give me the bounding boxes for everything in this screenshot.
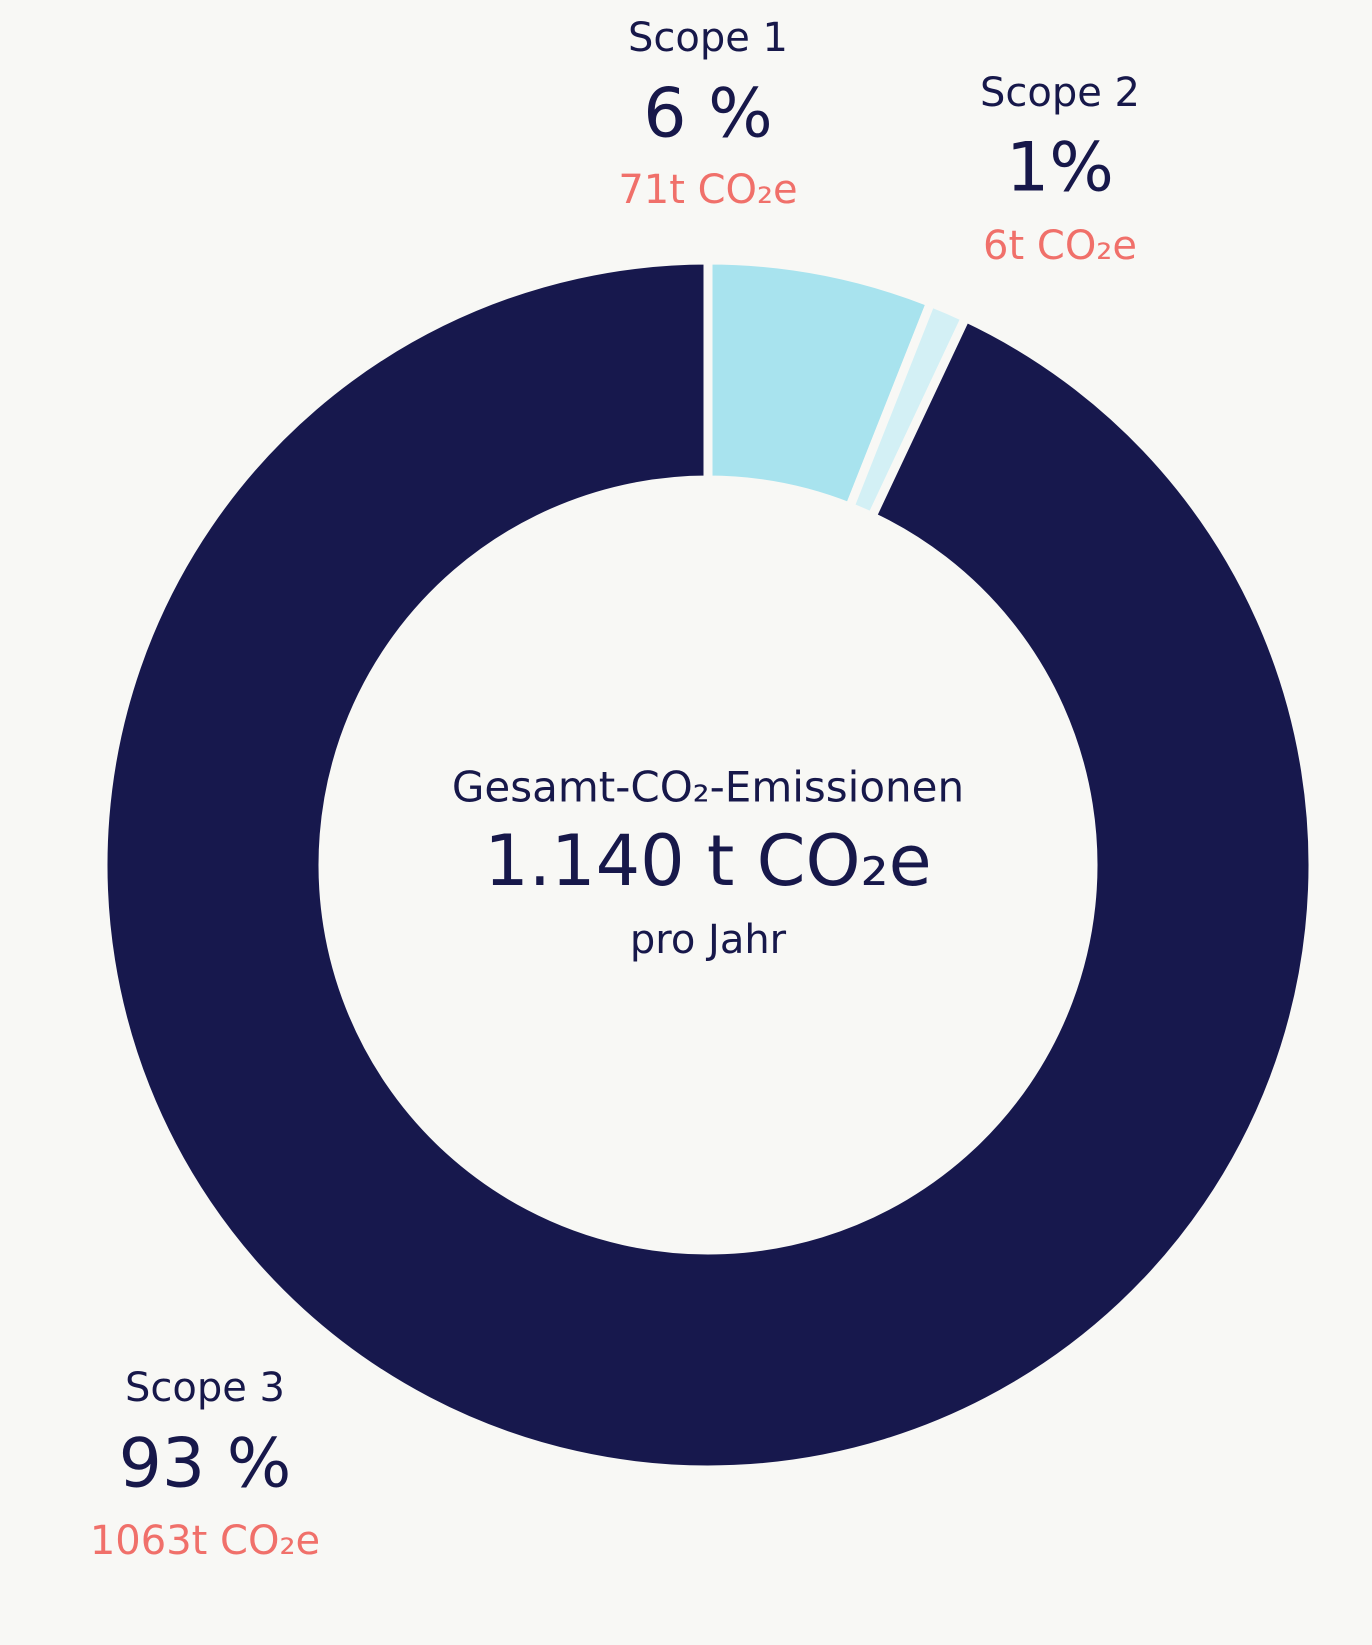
segment-percent: 93 %	[119, 1425, 292, 1504]
segment-name: Scope 2	[980, 70, 1140, 116]
center-value: 1.140 t CO₂e	[484, 820, 931, 902]
segment-emissions: 6t CO₂e	[983, 223, 1137, 269]
center-title: Gesamt-CO₂-Emissionen	[452, 763, 964, 812]
segment-emissions: 1063t CO₂e	[90, 1518, 320, 1564]
segment-name: Scope 1	[628, 15, 788, 61]
segment-percent: 6 %	[643, 75, 773, 154]
segment-percent: 1%	[1006, 129, 1114, 208]
segment-emissions: 71t CO₂e	[618, 167, 797, 213]
donut-segment	[98, 255, 1318, 1475]
center-subtitle: pro Jahr	[630, 917, 787, 963]
segment-name: Scope 3	[125, 1365, 285, 1411]
